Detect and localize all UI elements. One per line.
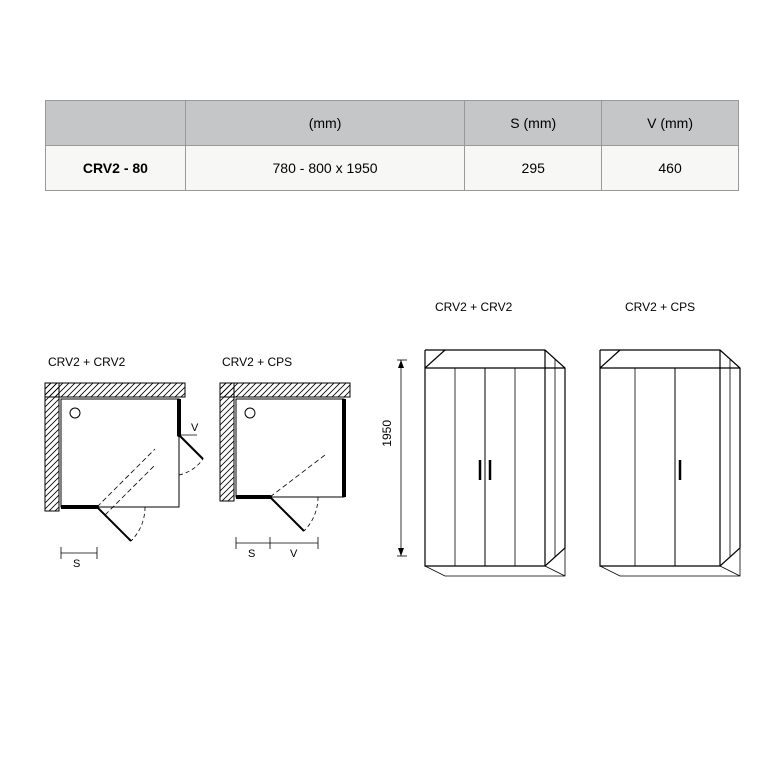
iso1-svg xyxy=(395,320,575,580)
table-row: CRV2 - 80 780 - 800 x 1950 295 460 xyxy=(46,146,739,191)
cell-model: CRV2 - 80 xyxy=(46,146,186,191)
svg-text:V: V xyxy=(191,422,199,434)
iso2-label: CRV2 + CPS xyxy=(625,300,695,314)
plan1-svg: V S xyxy=(35,375,205,575)
cell-s: 295 xyxy=(465,146,602,191)
header-blank xyxy=(46,101,186,146)
cell-dims: 780 - 800 x 1950 xyxy=(185,146,465,191)
svg-text:V: V xyxy=(290,548,298,560)
header-s: S (mm) xyxy=(465,101,602,146)
header-v: V (mm) xyxy=(602,101,739,146)
svg-text:S: S xyxy=(248,548,255,560)
iso2-svg xyxy=(580,320,760,580)
cell-v: 460 xyxy=(602,146,739,191)
diagrams-area: CRV2 + CRV2 V xyxy=(0,300,784,700)
plan2-svg: S V xyxy=(210,375,370,575)
plan2-label: CRV2 + CPS xyxy=(222,355,292,369)
iso1-label: CRV2 + CRV2 xyxy=(435,300,512,314)
plan1-dim-s: S xyxy=(73,558,80,570)
height-dim: 1950 xyxy=(380,420,394,447)
spec-table: (mm) S (mm) V (mm) CRV2 - 80 780 - 800 x… xyxy=(45,100,739,191)
plan1-label: CRV2 + CRV2 xyxy=(48,355,125,369)
table-header-row: (mm) S (mm) V (mm) xyxy=(46,101,739,146)
header-mm: (mm) xyxy=(185,101,465,146)
